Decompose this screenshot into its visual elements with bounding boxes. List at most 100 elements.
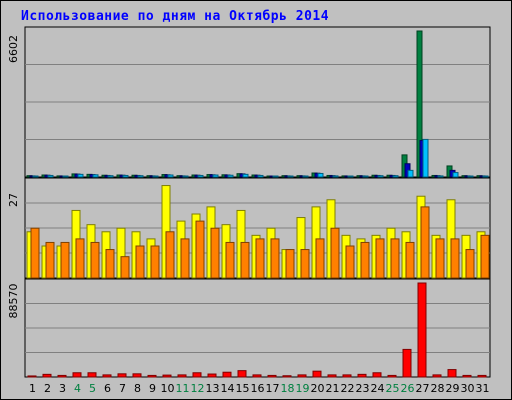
x-axis-day-label: 20: [311, 382, 325, 395]
bar: [387, 374, 397, 378]
x-axis-day-label: 6: [104, 382, 111, 395]
bar: [167, 174, 174, 178]
bar: [437, 175, 444, 178]
bar: [375, 238, 385, 279]
bar: [270, 238, 280, 279]
x-axis-day-label: 16: [251, 382, 265, 395]
bar: [327, 374, 337, 378]
bar: [60, 241, 70, 279]
x-axis-day-label: 14: [221, 382, 235, 395]
x-axis-day-label: 4: [74, 382, 81, 395]
bar: [255, 238, 265, 279]
x-axis-day-label: 19: [296, 382, 310, 395]
bar: [195, 220, 205, 279]
bar: [372, 372, 382, 378]
bar: [242, 173, 249, 178]
y-axis-max-label: 6602: [7, 35, 20, 63]
bar: [180, 238, 190, 279]
x-axis-day-label: 7: [119, 382, 126, 395]
x-axis-day-label: 24: [371, 382, 385, 395]
bar: [27, 375, 37, 378]
x-axis-day-label: 29: [446, 382, 460, 395]
bar: [222, 371, 232, 378]
bar: [462, 374, 472, 378]
bar: [132, 373, 142, 378]
x-axis-day-label: 18: [281, 382, 295, 395]
bar: [312, 370, 322, 378]
bar: [152, 175, 159, 178]
bar: [465, 249, 475, 279]
x-axis-day-label: 11: [176, 382, 190, 395]
bar: [212, 174, 219, 178]
x-axis-day-label: 26: [401, 382, 415, 395]
bar: [272, 175, 279, 178]
bar: [75, 238, 85, 279]
x-axis-day-label: 30: [461, 382, 475, 395]
bar: [362, 175, 369, 178]
bar: [42, 373, 52, 378]
bar: [480, 234, 490, 279]
bar: [467, 175, 474, 178]
bar: [345, 245, 355, 279]
bar: [302, 175, 309, 178]
bar: [47, 174, 54, 178]
bar: [90, 241, 100, 279]
bar: [420, 206, 430, 279]
bar: [32, 175, 39, 178]
bar: [162, 374, 172, 378]
bar: [137, 175, 144, 178]
bar: [150, 245, 160, 279]
bar: [192, 372, 202, 378]
x-axis-day-label: 9: [149, 382, 156, 395]
bar: [77, 173, 84, 178]
bar: [87, 372, 97, 378]
x-axis-day-label: 3: [59, 382, 66, 395]
bar: [360, 241, 370, 279]
bar: [225, 241, 235, 279]
bar: [300, 249, 310, 279]
x-axis-day-label: 13: [206, 382, 220, 395]
x-axis-day-label: 1: [29, 382, 36, 395]
bar: [282, 375, 292, 378]
bar: [227, 174, 234, 178]
x-axis-day-label: 28: [431, 382, 445, 395]
bar: [135, 245, 145, 279]
x-axis-day-label: 2: [44, 382, 51, 395]
bar: [257, 174, 264, 178]
bar: [117, 373, 127, 378]
x-axis-day-label: 12: [191, 382, 205, 395]
bar: [402, 348, 412, 378]
y-axis-max-label: 27: [7, 193, 20, 207]
bar: [120, 256, 130, 279]
bar: [342, 374, 352, 378]
bar: [267, 374, 277, 378]
bar: [177, 374, 187, 378]
bar: [452, 172, 459, 178]
bar: [357, 373, 367, 378]
bar: [477, 374, 487, 378]
bar: [287, 175, 294, 178]
x-axis-day-label: 15: [236, 382, 250, 395]
bar: [147, 374, 157, 378]
bar: [102, 374, 112, 378]
bar: [450, 238, 460, 279]
bar: [392, 175, 399, 178]
bar: [315, 238, 325, 279]
x-axis-day-label: 17: [266, 382, 280, 395]
bar: [347, 175, 354, 178]
bar: [72, 372, 82, 378]
y-axis-max-label: 88570: [7, 284, 20, 319]
bar: [317, 172, 324, 178]
x-axis-day-label: 8: [134, 382, 141, 395]
x-axis-day-label: 10: [161, 382, 175, 395]
bar: [240, 241, 250, 279]
bar: [105, 249, 115, 279]
x-axis-day-label: 23: [356, 382, 370, 395]
x-axis-day-label: 5: [89, 382, 96, 395]
bar: [432, 374, 442, 378]
bar: [285, 249, 295, 279]
x-axis-day-label: 21: [326, 382, 340, 395]
bar: [62, 175, 69, 178]
bar: [435, 238, 445, 279]
